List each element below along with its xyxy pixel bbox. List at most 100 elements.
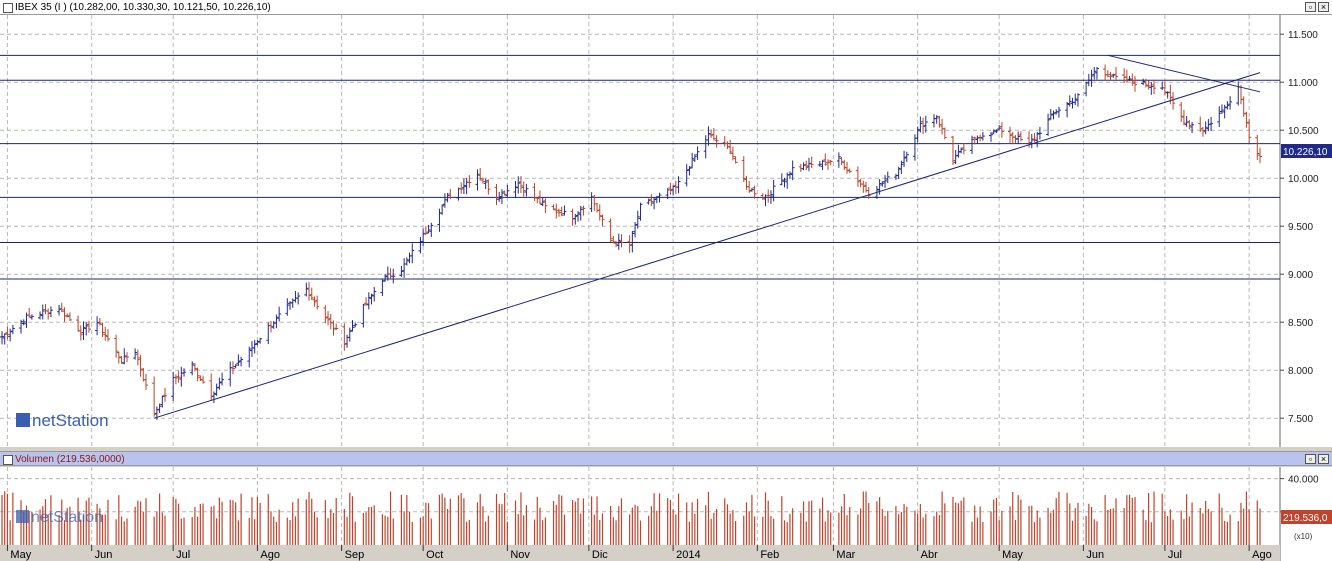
ohlc-bar — [331, 320, 336, 336]
ohlc-bar — [383, 274, 388, 282]
ohlc-bar — [752, 185, 757, 199]
ohlc-bar — [845, 161, 850, 174]
ohlc-bar — [217, 377, 222, 390]
ohlc-bar — [728, 139, 733, 155]
ohlc-bar — [459, 182, 464, 194]
ohlc-bar — [1113, 66, 1118, 80]
ohlc-bar — [1067, 95, 1072, 107]
watermark-text: netStation — [32, 411, 109, 430]
ohlc-bar — [124, 352, 129, 363]
ohlc-bar — [562, 205, 567, 216]
ohlc-bar — [258, 337, 263, 344]
volume-close-button[interactable]: × — [1318, 454, 1329, 464]
ohlc-bar — [209, 373, 214, 401]
ohlc-bar — [779, 173, 784, 186]
maximize-button[interactable]: ▫ — [1305, 2, 1316, 12]
ohlc-bar — [763, 194, 768, 207]
ohlc-bar — [461, 178, 466, 195]
ohlc-bar — [638, 202, 643, 221]
ohlc-bar — [937, 116, 942, 128]
ohlc-bar — [652, 197, 657, 210]
ohlc-bar — [1094, 67, 1099, 80]
ohlc-bar — [1108, 71, 1113, 81]
ohlc-bar — [440, 204, 445, 215]
ohlc-bar — [1032, 133, 1037, 142]
ohlc-bar — [119, 355, 124, 364]
ohlc-bar — [630, 230, 635, 253]
ohlc-bar — [921, 117, 926, 135]
volume-chart: 40.000 219.536,0 (x10) netStation May Jun… — [0, 467, 1332, 561]
last-volume-badge — [1281, 510, 1332, 524]
ohlc-bar — [1203, 121, 1208, 135]
ohlc-bar — [19, 319, 24, 334]
ohlc-bar — [747, 181, 752, 193]
ohlc-bar — [1029, 133, 1034, 149]
ohlc-bar — [537, 190, 542, 205]
ohlc-bar — [1171, 92, 1176, 110]
ohlc-bar — [366, 292, 371, 310]
logo-mark-icon — [16, 510, 29, 523]
support-resistance-lines — [0, 54, 1280, 280]
ohlc-bar — [255, 340, 260, 346]
ohlc-bar — [372, 286, 377, 302]
ohlc-bar — [486, 179, 491, 195]
ohlc-bar — [521, 181, 526, 197]
ohlc-bar — [614, 240, 619, 248]
ohlc-bar — [801, 162, 806, 171]
ohlc-bar — [956, 144, 961, 158]
ohlc-bar — [163, 387, 168, 402]
ohlc-bar — [48, 306, 53, 318]
ohlc-bar — [133, 348, 138, 360]
ohlc-bar — [480, 177, 485, 184]
ohlc-bar — [95, 316, 100, 336]
volume-maximize-button[interactable]: ▫ — [1305, 454, 1316, 464]
ohlc-bar — [671, 185, 676, 196]
ohlc-bar — [135, 349, 140, 366]
ohlc-bar — [1037, 126, 1042, 140]
x-tick-label: Jul — [1168, 549, 1182, 561]
ohlc-bar — [1247, 118, 1252, 144]
ohlc-bar — [410, 243, 415, 264]
ohlc-bar — [173, 374, 178, 385]
price-tick-label: 9.000 — [1288, 270, 1313, 281]
netstation-logo: netStation — [16, 509, 103, 526]
ohlc-bar — [1146, 80, 1151, 90]
ohlc-bar — [1222, 104, 1227, 119]
ohlc-bar — [285, 298, 290, 316]
ohlc-bar — [899, 160, 904, 175]
ohlc-bar — [505, 184, 510, 198]
ohlc-bar — [991, 129, 996, 135]
ohlc-bar — [1016, 131, 1021, 144]
ohlc-bar — [733, 156, 738, 164]
ohlc-bar — [999, 122, 1004, 138]
ohlc-bar — [1228, 96, 1233, 110]
ohlc-bar — [350, 320, 355, 332]
price-tick-label: 11.500 — [1288, 30, 1318, 41]
ohlc-bar — [211, 391, 216, 404]
last-price-label: 10.226,10 — [1283, 147, 1328, 158]
price-panel-titlebar: IBEX 35 (I ) (10.282,00, 10.330,30, 10.1… — [0, 0, 1332, 15]
ohlc-bar — [578, 205, 583, 221]
ohlc-bar — [600, 214, 605, 227]
ohlc-bar — [483, 178, 488, 189]
ohlc-bar — [823, 153, 828, 166]
ohlc-bar — [57, 305, 62, 316]
ohlc-bar — [157, 403, 162, 413]
ohlc-bar — [296, 292, 301, 305]
ohlc-bar — [100, 322, 105, 337]
ohlc-bar — [809, 156, 814, 169]
ohlc-bar — [635, 210, 640, 229]
ohlc-bar — [836, 152, 841, 168]
ohlc-bar — [883, 175, 888, 188]
ohlc-bar — [997, 124, 1002, 131]
ohlc-bar — [198, 375, 203, 381]
x-tick-label: Abr — [921, 549, 938, 561]
x-tick-label: Nov — [510, 549, 530, 561]
x-tick-label: Mar — [836, 549, 855, 561]
ohlc-bar — [646, 198, 651, 205]
last-volume-label: 219.536,0 — [1283, 513, 1328, 524]
close-button[interactable]: × — [1318, 2, 1329, 12]
ohlc-bar — [692, 154, 697, 162]
ohlc-bar — [855, 166, 860, 187]
ohlc-bar — [825, 159, 830, 170]
